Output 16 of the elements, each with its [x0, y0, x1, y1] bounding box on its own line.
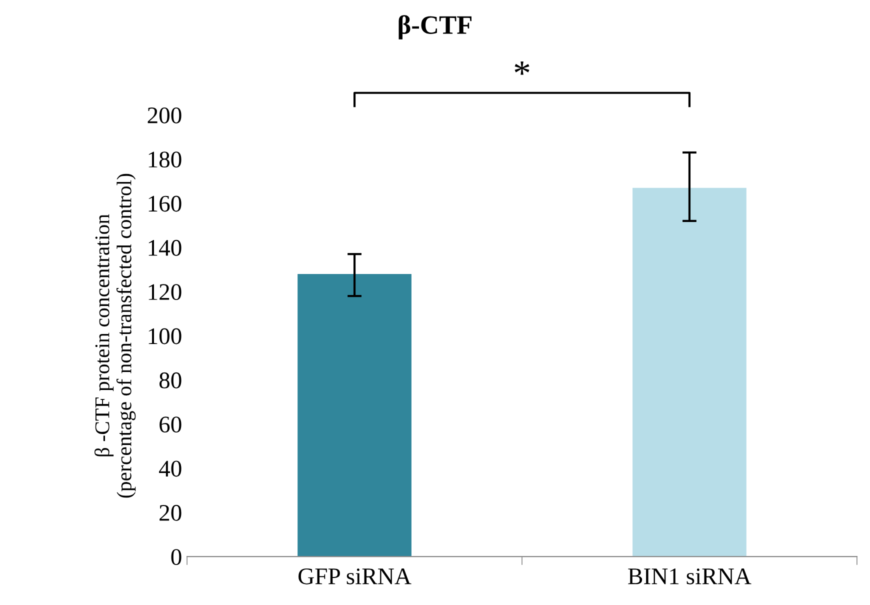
y-tick-label: 160	[148, 196, 182, 212]
y-tick-label: 0	[171, 549, 182, 566]
y-tick-label: 140	[148, 240, 182, 256]
text: *	[514, 62, 530, 75]
x-tick-label: GFP siRNA	[298, 568, 412, 584]
y-tick-label: 60	[160, 416, 182, 433]
x-tick-label: BIN1 siRNA	[628, 568, 752, 584]
y-tick-label: 180	[148, 152, 182, 168]
y-tick-label: 20	[160, 504, 182, 521]
y-tick-label: 80	[159, 372, 182, 388]
y-tick-label: 120	[148, 284, 182, 300]
y-tick-label: 100	[148, 328, 182, 344]
y-tick-label: 200	[148, 107, 182, 124]
y-axis-title: β -CTF protein concentration (percentage of non-transfected control)	[94, 174, 136, 498]
chart-title: β-CTF	[398, 15, 472, 40]
y-tick-label: 40	[159, 460, 182, 477]
